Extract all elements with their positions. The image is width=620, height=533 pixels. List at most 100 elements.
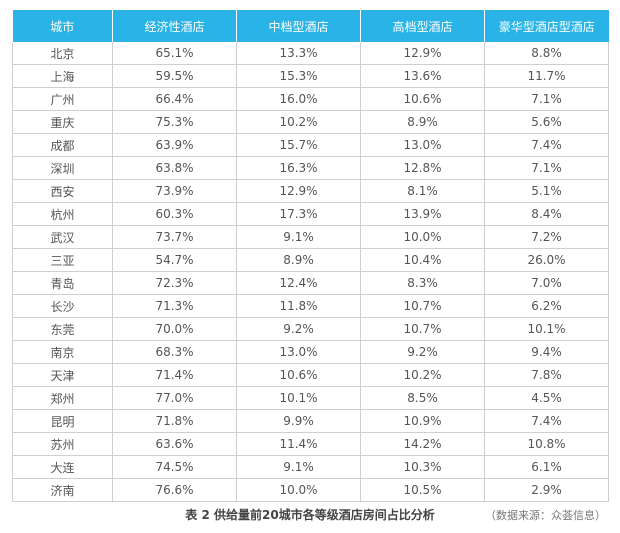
cell-midscale: 10.0% bbox=[236, 478, 361, 502]
cell-upscale: 14.2% bbox=[360, 432, 485, 456]
cell-midscale: 16.3% bbox=[236, 156, 361, 180]
table-row: 东莞 70.0% 9.2% 10.7% 10.1% bbox=[12, 317, 609, 341]
cell-upscale: 13.0% bbox=[360, 133, 485, 157]
cell-midscale: 12.4% bbox=[236, 271, 361, 295]
cell-upscale: 8.9% bbox=[360, 110, 485, 134]
cell-luxury: 6.2% bbox=[484, 294, 609, 318]
cell-economy: 68.3% bbox=[112, 340, 237, 364]
cell-luxury: 10.8% bbox=[484, 432, 609, 456]
table-row: 天津 71.4% 10.6% 10.2% 7.8% bbox=[12, 363, 609, 387]
cell-city: 广州 bbox=[12, 87, 113, 111]
table-row: 昆明 71.8% 9.9% 10.9% 7.4% bbox=[12, 409, 609, 433]
cell-upscale: 10.5% bbox=[360, 478, 485, 502]
cell-city: 西安 bbox=[12, 179, 113, 203]
cell-upscale: 10.4% bbox=[360, 248, 485, 272]
cell-midscale: 17.3% bbox=[236, 202, 361, 226]
table-row: 广州 66.4% 16.0% 10.6% 7.1% bbox=[12, 87, 609, 111]
cell-luxury: 11.7% bbox=[484, 64, 609, 88]
cell-city: 青岛 bbox=[12, 271, 113, 295]
cell-city: 上海 bbox=[12, 64, 113, 88]
cell-midscale: 9.1% bbox=[236, 455, 361, 479]
cell-upscale: 10.3% bbox=[360, 455, 485, 479]
header-city: 城市 bbox=[12, 10, 113, 42]
cell-upscale: 8.3% bbox=[360, 271, 485, 295]
header-economy: 经济性酒店 bbox=[112, 10, 237, 42]
cell-midscale: 11.4% bbox=[236, 432, 361, 456]
cell-economy: 74.5% bbox=[112, 455, 237, 479]
table-row: 成都 63.9% 15.7% 13.0% 7.4% bbox=[12, 133, 609, 157]
cell-city: 成都 bbox=[12, 133, 113, 157]
table-row: 北京 65.1% 13.3% 12.9% 8.8% bbox=[12, 42, 609, 65]
cell-upscale: 10.7% bbox=[360, 294, 485, 318]
cell-upscale: 9.2% bbox=[360, 340, 485, 364]
cell-midscale: 8.9% bbox=[236, 248, 361, 272]
cell-upscale: 13.6% bbox=[360, 64, 485, 88]
cell-economy: 63.9% bbox=[112, 133, 237, 157]
cell-luxury: 7.1% bbox=[484, 156, 609, 180]
cell-luxury: 8.4% bbox=[484, 202, 609, 226]
cell-city: 济南 bbox=[12, 478, 113, 502]
cell-midscale: 10.1% bbox=[236, 386, 361, 410]
cell-midscale: 12.9% bbox=[236, 179, 361, 203]
header-upscale: 高档型酒店 bbox=[360, 10, 485, 42]
cell-economy: 70.0% bbox=[112, 317, 237, 341]
cell-city: 重庆 bbox=[12, 110, 113, 134]
table-row: 西安 73.9% 12.9% 8.1% 5.1% bbox=[12, 179, 609, 203]
cell-luxury: 5.1% bbox=[484, 179, 609, 203]
cell-midscale: 10.6% bbox=[236, 363, 361, 387]
cell-luxury: 9.4% bbox=[484, 340, 609, 364]
table-row: 长沙 71.3% 11.8% 10.7% 6.2% bbox=[12, 294, 609, 318]
table-row: 南京 68.3% 13.0% 9.2% 9.4% bbox=[12, 340, 609, 364]
cell-economy: 71.8% bbox=[112, 409, 237, 433]
table-row: 青岛 72.3% 12.4% 8.3% 7.0% bbox=[12, 271, 609, 295]
table-row: 武汉 73.7% 9.1% 10.0% 7.2% bbox=[12, 225, 609, 249]
table-row: 杭州 60.3% 17.3% 13.9% 8.4% bbox=[12, 202, 609, 226]
cell-city: 东莞 bbox=[12, 317, 113, 341]
cell-economy: 60.3% bbox=[112, 202, 237, 226]
table-header: 城市 经济性酒店 中档型酒店 高档型酒店 豪华型酒店型酒店 bbox=[12, 10, 609, 42]
cell-midscale: 10.2% bbox=[236, 110, 361, 134]
cell-economy: 71.4% bbox=[112, 363, 237, 387]
data-source: （数据来源：众荟信息） bbox=[485, 509, 606, 522]
cell-upscale: 13.9% bbox=[360, 202, 485, 226]
cell-luxury: 7.0% bbox=[484, 271, 609, 295]
cell-upscale: 12.8% bbox=[360, 156, 485, 180]
table-row: 上海 59.5% 15.3% 13.6% 11.7% bbox=[12, 64, 609, 88]
cell-city: 北京 bbox=[12, 42, 113, 65]
header-midscale: 中档型酒店 bbox=[236, 10, 361, 42]
cell-city: 武汉 bbox=[12, 225, 113, 249]
cell-midscale: 15.7% bbox=[236, 133, 361, 157]
cell-luxury: 26.0% bbox=[484, 248, 609, 272]
table-row: 郑州 77.0% 10.1% 8.5% 4.5% bbox=[12, 386, 609, 410]
cell-economy: 73.9% bbox=[112, 179, 237, 203]
cell-city: 大连 bbox=[12, 455, 113, 479]
cell-upscale: 10.7% bbox=[360, 317, 485, 341]
cell-midscale: 15.3% bbox=[236, 64, 361, 88]
cell-economy: 71.3% bbox=[112, 294, 237, 318]
cell-upscale: 12.9% bbox=[360, 42, 485, 65]
table-row: 深圳 63.8% 16.3% 12.8% 7.1% bbox=[12, 156, 609, 180]
cell-economy: 72.3% bbox=[112, 271, 237, 295]
cell-economy: 59.5% bbox=[112, 64, 237, 88]
cell-luxury: 4.5% bbox=[484, 386, 609, 410]
cell-luxury: 2.9% bbox=[484, 478, 609, 502]
table-caption: 表 2 供给量前20城市各等级酒店房间占比分析 bbox=[185, 508, 435, 522]
cell-upscale: 8.5% bbox=[360, 386, 485, 410]
table-row: 济南 76.6% 10.0% 10.5% 2.9% bbox=[12, 478, 609, 502]
cell-economy: 75.3% bbox=[112, 110, 237, 134]
cell-luxury: 10.1% bbox=[484, 317, 609, 341]
cell-luxury: 7.8% bbox=[484, 363, 609, 387]
cell-luxury: 7.4% bbox=[484, 409, 609, 433]
cell-economy: 54.7% bbox=[112, 248, 237, 272]
cell-city: 深圳 bbox=[12, 156, 113, 180]
cell-luxury: 7.4% bbox=[484, 133, 609, 157]
table-row: 大连 74.5% 9.1% 10.3% 6.1% bbox=[12, 455, 609, 479]
cell-city: 长沙 bbox=[12, 294, 113, 318]
cell-city: 昆明 bbox=[12, 409, 113, 433]
table-row: 三亚 54.7% 8.9% 10.4% 26.0% bbox=[12, 248, 609, 272]
cell-midscale: 13.0% bbox=[236, 340, 361, 364]
cell-midscale: 11.8% bbox=[236, 294, 361, 318]
cell-midscale: 13.3% bbox=[236, 42, 361, 65]
cell-economy: 73.7% bbox=[112, 225, 237, 249]
table-row: 苏州 63.6% 11.4% 14.2% 10.8% bbox=[12, 432, 609, 456]
